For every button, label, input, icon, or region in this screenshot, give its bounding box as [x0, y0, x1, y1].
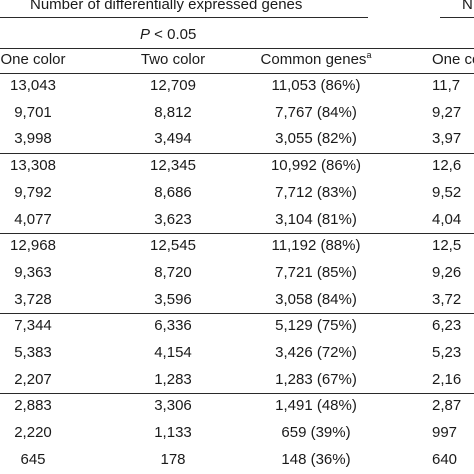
table-cell: 3,728: [14, 290, 52, 308]
table-cell: 659 (39%): [281, 424, 351, 442]
group-separator: [0, 393, 474, 395]
table-cell: 3,426 (72%): [275, 344, 357, 361]
table-cell: 8,720: [154, 263, 192, 281]
table-cell: 11,7: [432, 77, 461, 94]
table-cell: 2,207: [14, 370, 52, 388]
table-cell: 8,812: [154, 103, 192, 121]
table-cell: 9,792: [14, 183, 52, 201]
table-cell: 6,336: [154, 317, 192, 335]
table-cell: 645: [20, 450, 46, 468]
table-cell: 1,283 (67%): [275, 370, 357, 388]
table-cell: 3,596: [154, 290, 192, 308]
table-cell: 3,104 (81%): [275, 210, 357, 228]
column-header-rule: [0, 73, 474, 74]
table-cell: 9,52: [432, 183, 462, 201]
table-cell: 3,97: [432, 130, 462, 148]
table-cell: 9,363: [14, 263, 52, 281]
table-cell: 4,04: [432, 210, 462, 228]
table-cell: 8,686: [154, 183, 192, 201]
column-header-one-color: One color: [0, 51, 66, 68]
pvalue-rule: [0, 48, 474, 49]
table-cell: 148 (36%): [281, 450, 351, 468]
table-cell: 12,6: [432, 157, 462, 175]
table-cell: 3,998: [14, 130, 52, 148]
table-cell: 2,220: [14, 424, 52, 442]
group-separator: [0, 233, 474, 235]
table-cell: 1,283: [154, 370, 192, 388]
table-cell: 6,23: [432, 317, 462, 335]
table-cell: 12,968: [10, 237, 56, 255]
table-cell: 640: [432, 450, 458, 468]
table-cell: 9,26: [432, 263, 462, 281]
table-cell: 7,767 (84%): [275, 103, 357, 121]
table-cell: 13,043: [10, 77, 56, 94]
table-cell: 7,712 (83%): [275, 183, 357, 201]
group-title-rule-right: [440, 17, 474, 18]
table-cell: 9,27: [432, 103, 462, 121]
table-cell: 178: [160, 450, 186, 468]
table-cell: 3,623: [154, 210, 192, 228]
table-cell: 3,306: [154, 397, 192, 415]
table-cell: 997: [432, 424, 458, 442]
group-title-rule: [0, 17, 368, 18]
table-cell: 3,055 (82%): [275, 130, 357, 148]
table-cell: 11,053 (86%): [271, 77, 361, 94]
group-title-right: N: [462, 0, 473, 13]
table-cell: 2,883: [14, 397, 52, 415]
table-cell: 4,154: [154, 344, 192, 361]
column-header-common-genes: Common genesa: [260, 50, 372, 69]
table-cell: 10,992 (86%): [270, 157, 362, 175]
group-title: Number of differentially expressed genes: [30, 0, 303, 13]
table-cell: 2,16: [432, 370, 462, 388]
table-cell: 2,87: [432, 397, 462, 415]
table-cell: 11,192 (88%): [271, 237, 361, 255]
table-cell: 3,72: [432, 290, 462, 308]
table-cell: 3,494: [154, 130, 192, 148]
table-cell: 1,491 (48%): [275, 397, 357, 415]
table-cell: 4,077: [14, 210, 52, 228]
table-cell: 12,709: [150, 77, 196, 94]
table-cell: 7,344: [14, 317, 52, 335]
column-header-one-color-right: One co: [432, 51, 474, 68]
table-cell: 12,345: [150, 157, 196, 175]
table-cell: 5,129 (75%): [275, 317, 357, 335]
table-cell: 9,701: [14, 103, 52, 121]
table-cell: 13,308: [10, 157, 56, 175]
table-cell: 5,383: [14, 344, 52, 361]
table-cell: 1,133: [154, 424, 192, 442]
group-separator: [0, 153, 474, 155]
table-cell: 7,721 (85%): [275, 263, 357, 281]
pvalue-label: P < 0.05: [140, 26, 197, 43]
group-separator: [0, 313, 474, 315]
table-cell: 12,545: [150, 237, 196, 255]
table-cell: 3,058 (84%): [275, 290, 357, 308]
column-header-two-color: Two color: [140, 51, 206, 68]
table-cell: 12,5: [432, 237, 462, 255]
table-cell: 5,23: [432, 344, 462, 361]
